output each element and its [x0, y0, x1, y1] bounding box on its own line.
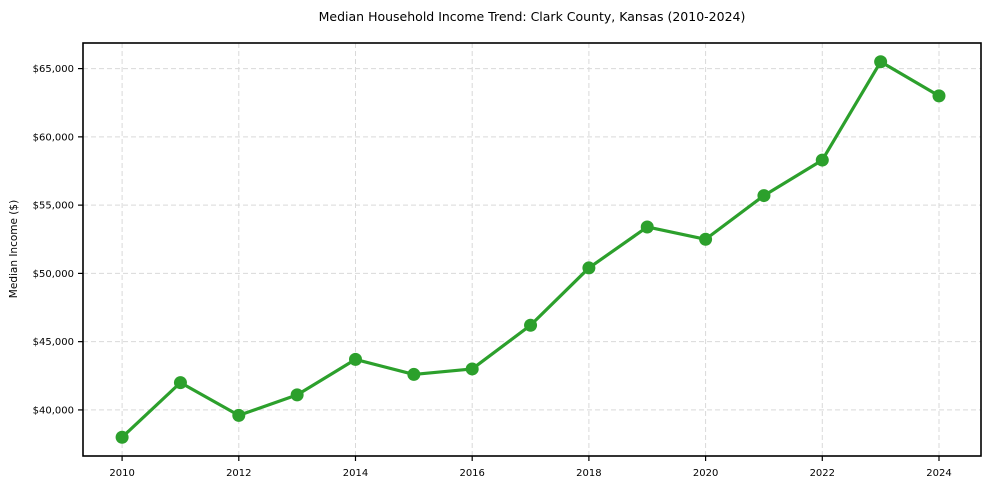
- y-tick-label: $45,000: [33, 337, 74, 348]
- data-point-2011: [173, 376, 187, 390]
- data-point-2010: [115, 430, 129, 444]
- x-tick-label: 2018: [576, 468, 601, 479]
- data-point-2022: [815, 153, 829, 167]
- x-tick-label: 2010: [109, 468, 134, 479]
- y-tick-label: $55,000: [33, 201, 74, 212]
- data-point-2014: [348, 352, 362, 366]
- data-point-2023: [874, 55, 888, 69]
- data-point-2020: [699, 232, 713, 246]
- x-tick-label: 2024: [926, 468, 951, 479]
- y-tick-label: $40,000: [33, 405, 74, 416]
- y-tick-label: $65,000: [33, 64, 74, 75]
- x-tick-label: 2014: [343, 468, 368, 479]
- data-point-2018: [582, 261, 596, 275]
- data-point-2012: [232, 408, 246, 422]
- trend-line: [120, 60, 941, 439]
- x-tick-label: 2016: [459, 468, 484, 479]
- data-point-2017: [524, 318, 538, 332]
- y-tick-label: $60,000: [33, 132, 74, 143]
- data-point-2019: [640, 220, 654, 234]
- x-tick-label: 2012: [226, 468, 251, 479]
- data-point-2016: [465, 362, 479, 376]
- data-point-2015: [407, 367, 421, 381]
- data-point-2024: [932, 89, 946, 103]
- x-tick-label: 2022: [810, 468, 835, 479]
- axes-spines: [82, 42, 982, 457]
- chart-title: Median Household Income Trend: Clark Cou…: [318, 9, 746, 24]
- y-axis-label: Median Income ($): [8, 199, 20, 299]
- data-point-2021: [757, 189, 771, 203]
- x-tick-label: 2020: [693, 468, 718, 479]
- y-tick-label: $50,000: [33, 269, 74, 280]
- data-point-2013: [290, 388, 304, 402]
